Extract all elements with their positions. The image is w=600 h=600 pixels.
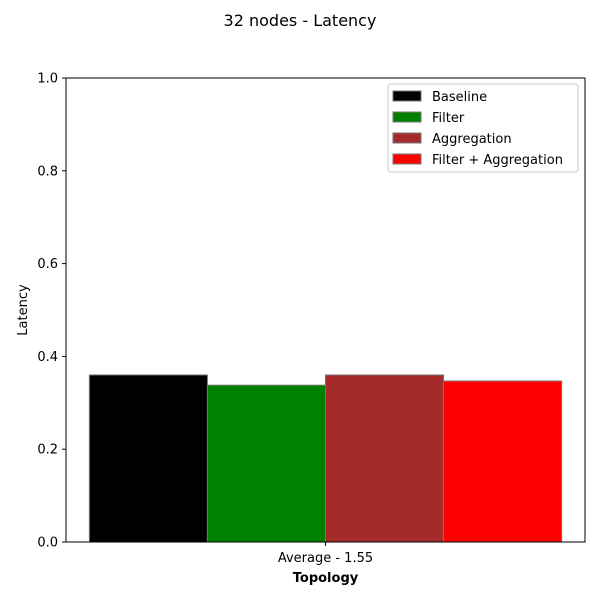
y-tick-label: 1.0 [37,72,58,87]
y-axis: 0.0 0.2 0.4 0.6 0.8 1.0 [37,72,66,551]
x-tick-label: Average - 1.55 [278,551,373,566]
legend-label: Aggregation [432,132,512,147]
legend-label: Filter + Aggregation [432,153,563,168]
bar-aggregation [325,374,445,543]
bars-group [88,374,563,543]
bar-baseline [88,374,208,543]
y-tick-label: 0.6 [37,257,58,272]
chart-title: 32 nodes - Latency [224,11,377,30]
legend-swatch [392,132,422,144]
legend-swatch [392,153,422,165]
legend-swatch [392,111,422,123]
y-tick-label: 0.8 [37,164,58,179]
legend-label: Baseline [432,90,487,105]
y-tick-label: 0.2 [37,443,58,458]
x-axis: Average - 1.55 [278,542,373,566]
bar-filter [206,384,327,543]
legend-swatch [392,90,422,102]
legend-frame [387,83,579,173]
legend: Baseline Filter Aggregation Filter + Aggreg… [387,83,579,173]
y-axis-label: Latency [16,284,31,336]
y-tick-label: 0.0 [37,536,58,551]
bar-filter-aggregation [443,380,563,543]
y-tick-label: 0.4 [37,350,58,365]
legend-label: Filter [432,111,465,126]
x-axis-label: Topology [293,571,359,586]
